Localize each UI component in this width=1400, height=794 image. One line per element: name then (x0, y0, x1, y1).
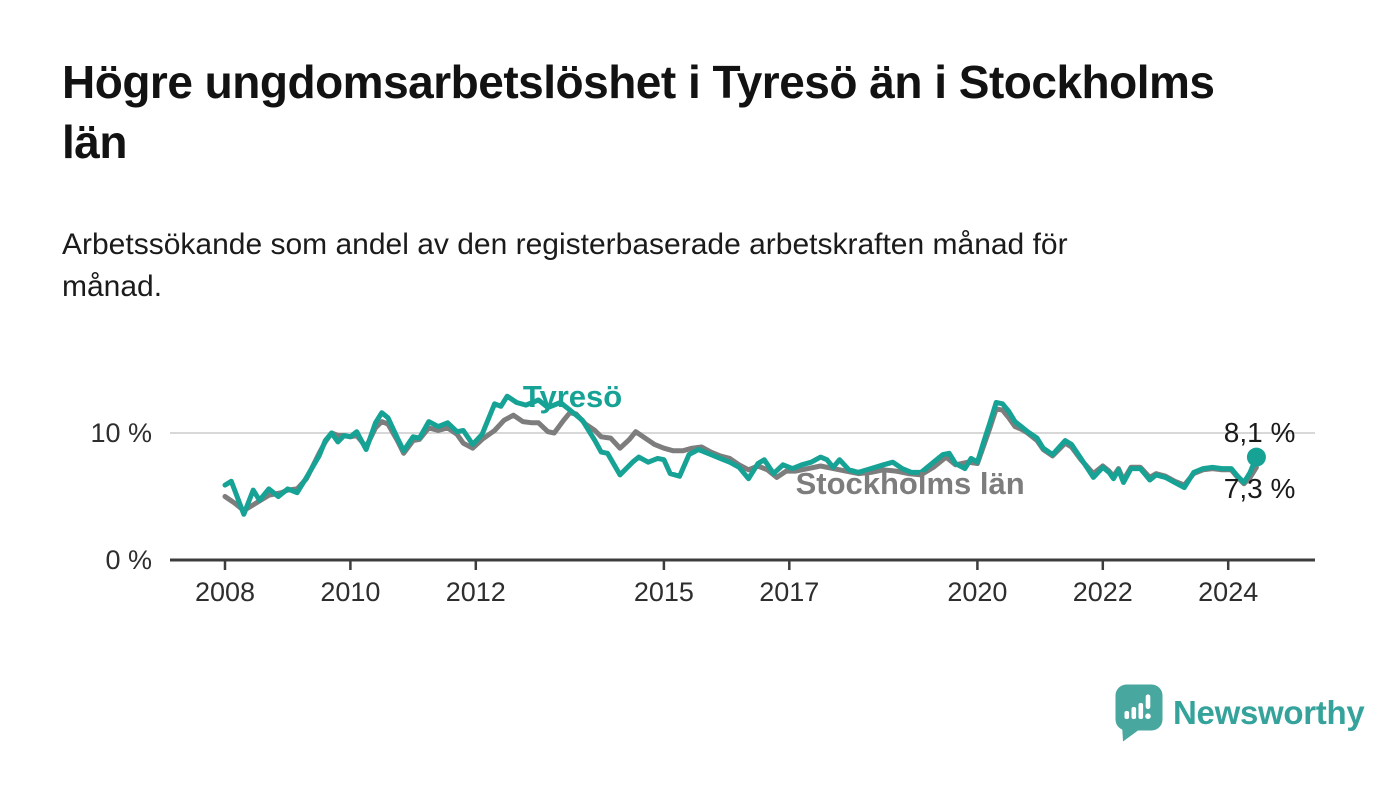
y-tick-label-10: 10 % (90, 418, 152, 448)
page-title-line2: län (62, 116, 127, 168)
newsworthy-logo: Newsworthy (1114, 684, 1365, 742)
series-label-tyreso: Tyresö (523, 379, 622, 414)
logo-bar-3 (1138, 703, 1144, 719)
x-tick-label-2017: 2017 (759, 577, 819, 607)
series-label-stockholms-lan: Stockholms län (796, 466, 1025, 501)
x-tick-label-2020: 2020 (947, 577, 1007, 607)
logo-exclamation-dot (1145, 713, 1151, 719)
logo-bubble-tail (1122, 724, 1138, 742)
end-dot-tyreso (1246, 447, 1266, 467)
x-tick-label-2022: 2022 (1073, 577, 1133, 607)
page-subtitle: Arbetssökande som andel av den registerb… (62, 224, 1322, 308)
logo-bar-2 (1131, 707, 1137, 719)
newsworthy-wordmark: Newsworthy (1173, 694, 1365, 731)
page-subtitle-line2: månad. (62, 270, 163, 303)
line-stockholms-lan (222, 406, 1259, 513)
unemployment-line-chart: 0 % 10 % 2008 2010 2012 2015 2017 2020 2022 2024 T… (90, 379, 1315, 607)
page-title: Högre ungdomsarbetslöshet i Tyresö än i … (62, 52, 1362, 172)
y-tick-label-0: 0 % (105, 545, 152, 575)
x-tick-label-2008: 2008 (195, 577, 255, 607)
page-title-line1: Högre ungdomsarbetslöshet i Tyresö än i … (62, 56, 1215, 108)
newsworthy-logo-icon (1115, 684, 1163, 742)
value-label-stockholms-lan: 7,3 % (1224, 473, 1296, 504)
logo-exclamation-bar (1145, 694, 1151, 709)
x-tick-label-2024: 2024 (1198, 577, 1258, 607)
line-tyreso (222, 393, 1259, 517)
logo-bar-1 (1124, 711, 1130, 719)
x-tick-label-2012: 2012 (446, 577, 506, 607)
page-subtitle-line1: Arbetssökande som andel av den registerb… (62, 228, 1068, 261)
x-tick-label-2015: 2015 (634, 577, 694, 607)
value-label-tyreso: 8,1 % (1224, 417, 1296, 448)
x-tick-label-2010: 2010 (320, 577, 380, 607)
